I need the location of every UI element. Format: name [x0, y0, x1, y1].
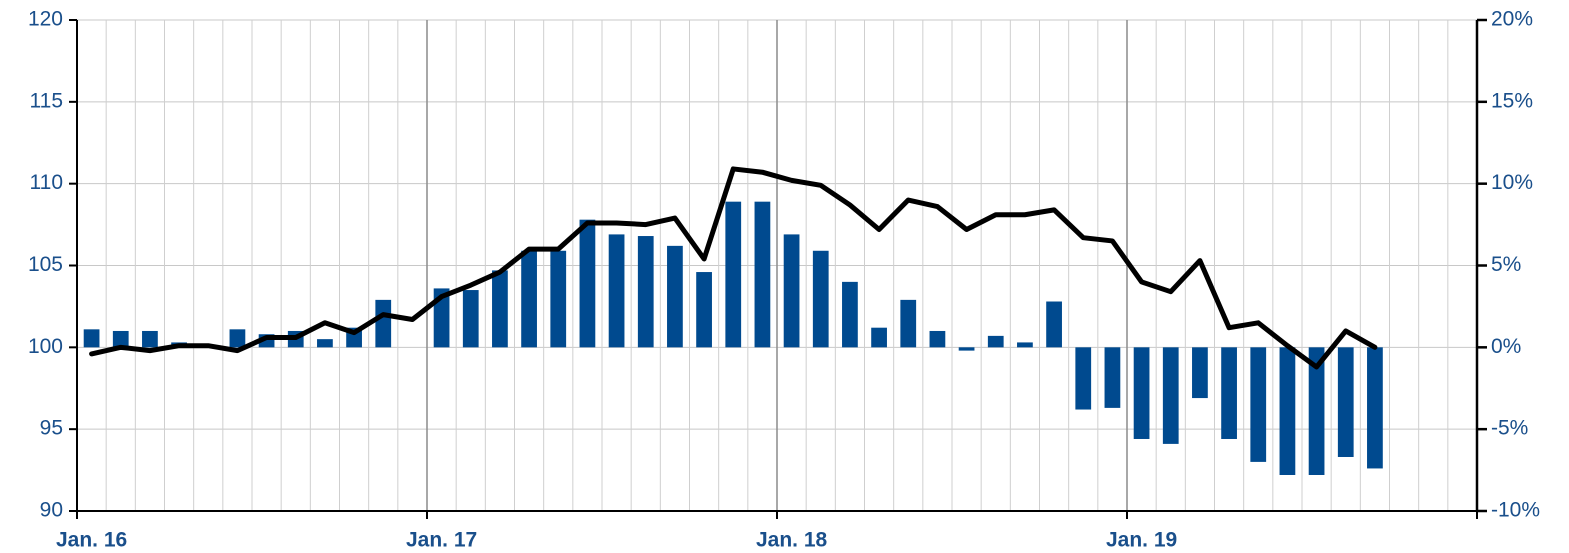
y2-tick-label: 20% [1491, 8, 1533, 31]
x-tick-label: Jan. 18 [756, 529, 828, 552]
bar [783, 234, 800, 348]
y-tick-label: 105 [28, 253, 63, 276]
bar [929, 330, 946, 348]
bar [871, 327, 887, 348]
bar [521, 250, 537, 348]
x-tick-label: Jan. 17 [406, 529, 477, 552]
bar [1162, 347, 1179, 444]
bar [754, 201, 771, 348]
bar [1279, 347, 1296, 475]
y2-tick-label: -5% [1491, 417, 1528, 440]
bar [317, 339, 333, 348]
bar [1075, 347, 1092, 410]
y2-tick-label: 5% [1491, 253, 1521, 276]
bar [229, 329, 246, 348]
y2-tick-label: 10% [1491, 171, 1533, 194]
y-tick-label: 100 [28, 335, 63, 358]
bar [900, 299, 917, 348]
bar [1104, 347, 1121, 408]
y-tick-label: 115 [30, 89, 63, 112]
bar [1192, 347, 1208, 399]
bar [1017, 342, 1033, 348]
bar [142, 330, 158, 348]
y-tick-label: 95 [40, 417, 63, 440]
bar [842, 281, 858, 348]
bar [725, 201, 742, 348]
y-tick-label: 120 [28, 8, 63, 31]
bar [812, 250, 829, 348]
bar [492, 270, 508, 348]
bar [579, 219, 596, 348]
bar [1337, 347, 1354, 457]
bar [1367, 347, 1383, 469]
bar [375, 299, 392, 348]
x-tick-label: Jan. 16 [56, 529, 127, 552]
bar [112, 330, 129, 348]
bar [608, 234, 625, 348]
bar [1046, 301, 1062, 348]
y-tick-label: 90 [40, 499, 63, 522]
bar [958, 347, 975, 351]
y2-tick-label: -10% [1491, 499, 1540, 522]
bar [667, 245, 683, 348]
bar [433, 288, 450, 348]
bar [1250, 347, 1267, 462]
bar [987, 335, 1004, 348]
y2-tick-label: 15% [1491, 89, 1533, 112]
bar [696, 272, 712, 348]
line [89, 166, 1378, 370]
bar [1221, 347, 1237, 439]
x-tick-label: Jan. 19 [1106, 529, 1177, 552]
y-tick-label: 110 [30, 171, 63, 194]
y2-tick-label: 0% [1491, 335, 1521, 358]
bar [1308, 347, 1325, 475]
bar [1133, 347, 1150, 439]
bar [83, 329, 100, 348]
bar [550, 250, 567, 348]
bar [637, 236, 654, 348]
bar [462, 290, 479, 348]
